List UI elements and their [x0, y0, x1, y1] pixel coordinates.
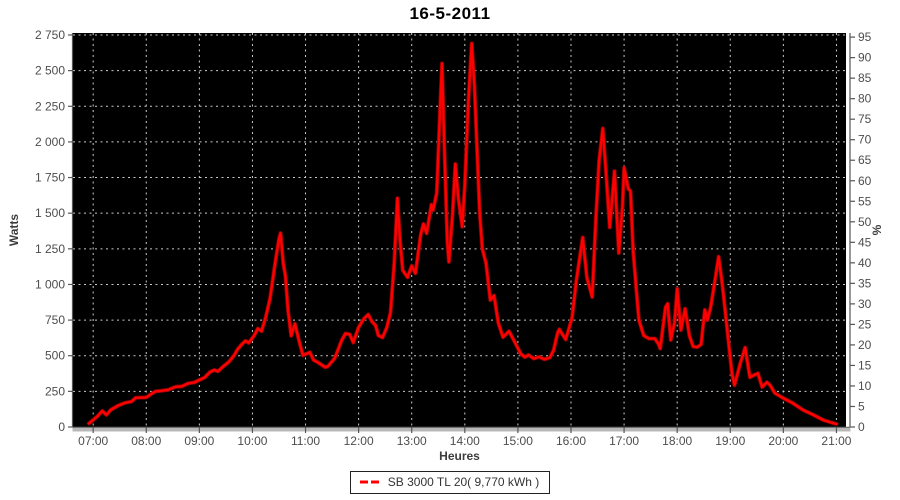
left-axis-tick-label: 250	[45, 384, 65, 398]
left-axis-tick-label: 0	[58, 420, 65, 434]
left-axis-tick-label: 500	[45, 349, 65, 363]
chart-title: 16-5-2011	[409, 4, 491, 23]
y-axis-title-right: %	[870, 224, 884, 236]
y-axis-title-left: Watts	[7, 213, 21, 247]
right-axis-tick-label: 55	[858, 194, 872, 208]
right-axis-tick-label: 30	[858, 297, 872, 311]
left-axis-tick-label: 2 250	[35, 99, 65, 113]
left-axis-tick-label: 1 250	[35, 242, 65, 256]
x-axis-tick-label: 16:00	[556, 434, 586, 448]
x-axis-tick-label: 08:00	[131, 434, 161, 448]
x-axis-title: Heures	[439, 449, 480, 463]
bottom-axis-band	[72, 428, 851, 432]
right-axis-tick-label: 65	[858, 153, 872, 167]
right-axis-tick-label: 20	[858, 338, 872, 352]
x-axis-tick-label: 12:00	[344, 434, 374, 448]
right-axis-tick-label: 5	[858, 399, 865, 413]
left-axis-tick-label: 750	[45, 313, 65, 327]
right-axis-tick-label: 75	[858, 112, 872, 126]
right-axis-tick-label: 60	[858, 174, 872, 188]
x-axis-tick-label: 09:00	[184, 434, 214, 448]
left-axis-tick-label: 2 500	[35, 64, 65, 78]
right-axis-tick-label: 45	[858, 235, 872, 249]
right-axis-tick-label: 50	[858, 215, 872, 229]
x-axis-tick-label: 19:00	[715, 434, 745, 448]
legend-box: SB 3000 TL 20( 9,770 kWh )	[349, 471, 551, 494]
legend: SB 3000 TL 20( 9,770 kWh )	[0, 471, 900, 494]
left-axis-tick-label: 2 750	[35, 28, 65, 42]
left-axis-tick-label: 1 500	[35, 206, 65, 220]
right-axis-tick-label: 40	[858, 256, 872, 270]
x-axis-tick-label: 10:00	[237, 434, 267, 448]
right-axis-tick-label: 90	[858, 51, 872, 65]
x-axis-tick-label: 11:00	[291, 434, 320, 448]
left-axis-tick-label: 1 000	[35, 277, 65, 291]
x-axis-tick-label: 07:00	[78, 434, 108, 448]
left-axis-tick-label: 2 000	[35, 135, 65, 149]
right-axis-tick-label: 80	[858, 92, 872, 106]
plot-background	[73, 33, 846, 427]
right-axis-tick-label: 15	[858, 358, 872, 372]
x-axis-tick-label: 17:00	[609, 434, 639, 448]
right-axis-tick-label: 70	[858, 133, 872, 147]
x-axis-tick-label: 15:00	[503, 434, 533, 448]
legend-line-marker	[359, 480, 382, 484]
x-axis-tick-label: 20:00	[768, 434, 798, 448]
series-line	[87, 42, 838, 426]
x-axis-tick-label: 14:00	[450, 434, 480, 448]
right-axis-tick-label: 25	[858, 317, 872, 331]
right-axis-tick-label: 85	[858, 71, 872, 85]
left-axis-tick-label: 1 750	[35, 171, 65, 185]
x-axis-tick-label: 18:00	[662, 434, 692, 448]
right-axis-tick-label: 95	[858, 30, 872, 44]
x-axis-tick-label: 13:00	[397, 434, 427, 448]
right-axis-tick-label: 35	[858, 276, 872, 290]
right-axis-tick-label: 10	[858, 379, 872, 393]
right-axis-tick-label: 0	[858, 420, 865, 434]
legend-label: SB 3000 TL 20( 9,770 kWh )	[387, 475, 540, 489]
x-axis-tick-label: 21:00	[821, 434, 851, 448]
